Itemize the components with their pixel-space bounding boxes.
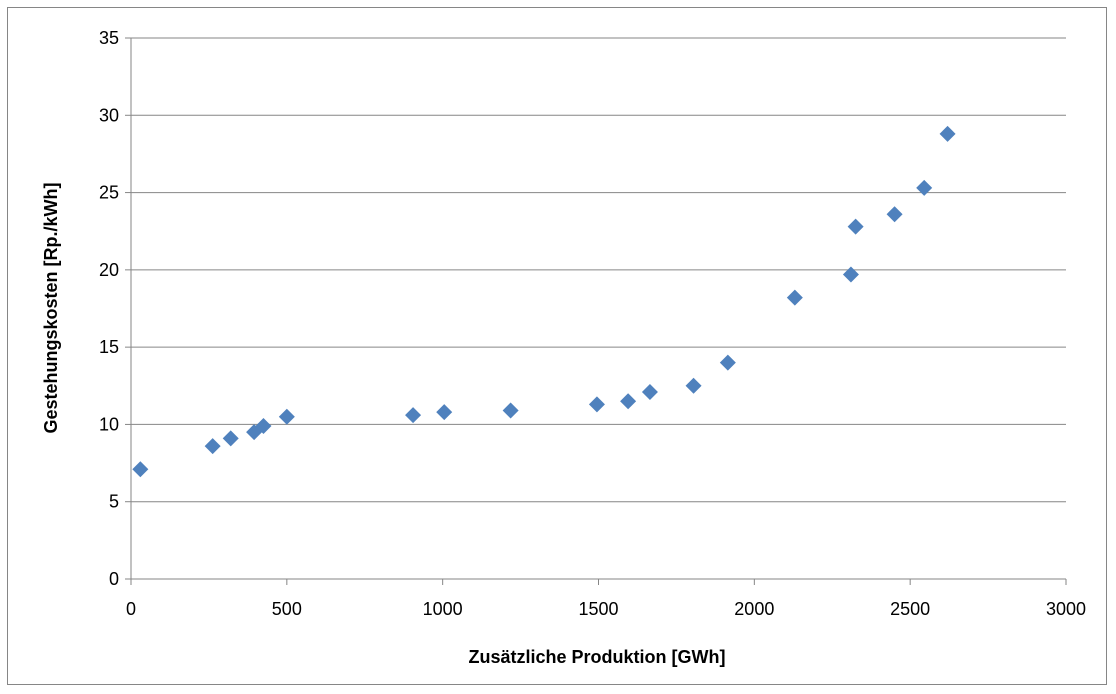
gridlines: [131, 37, 1066, 503]
y-tick-label: 25: [99, 183, 119, 203]
y-tick-labels: 0 5 10 15 20 25 30 35: [99, 28, 119, 589]
data-point-12: [641, 383, 658, 400]
chart-frame: [7, 7, 1107, 685]
data-point-15: [786, 289, 803, 306]
y-tick-label: 35: [99, 28, 119, 48]
x-tick-label: 0: [126, 599, 136, 619]
data-point-20: [939, 125, 956, 142]
data-point-17: [847, 218, 864, 235]
y-tick-label: 15: [99, 337, 119, 357]
y-tick-label: 0: [109, 569, 119, 589]
data-point-6: [278, 408, 295, 425]
x-axis-title: Zusätzliche Produktion [GWh]: [469, 647, 726, 667]
data-point-2: [204, 438, 221, 455]
x-tick-labels: 0 500 1000 1500 2000 2500 3000: [126, 599, 1086, 619]
y-tick-label: 30: [99, 105, 119, 125]
axes: [125, 37, 1067, 585]
data-points: [132, 125, 956, 478]
data-point-7: [405, 407, 422, 424]
data-point-19: [916, 179, 933, 196]
data-point-11: [620, 393, 637, 410]
x-tick-label: 1500: [578, 599, 618, 619]
x-tick-label: 1000: [423, 599, 463, 619]
x-tick-label: 3000: [1046, 599, 1086, 619]
x-tick-label: 2500: [890, 599, 930, 619]
data-point-16: [842, 266, 859, 283]
data-point-5: [255, 417, 272, 434]
data-point-13: [685, 377, 702, 394]
y-tick-label: 5: [109, 492, 119, 512]
data-point-8: [436, 404, 453, 421]
x-tick-label: 2000: [734, 599, 774, 619]
y-tick-label: 20: [99, 260, 119, 280]
y-tick-label: 10: [99, 414, 119, 434]
y-axis-title: Gestehungskosten [Rp./kWh]: [41, 182, 61, 433]
data-point-10: [588, 396, 605, 413]
data-point-3: [222, 430, 239, 447]
data-point-18: [886, 206, 903, 223]
data-point-14: [719, 354, 736, 371]
data-point-9: [502, 402, 519, 419]
data-point-1: [132, 461, 149, 478]
x-tick-label: 500: [272, 599, 302, 619]
